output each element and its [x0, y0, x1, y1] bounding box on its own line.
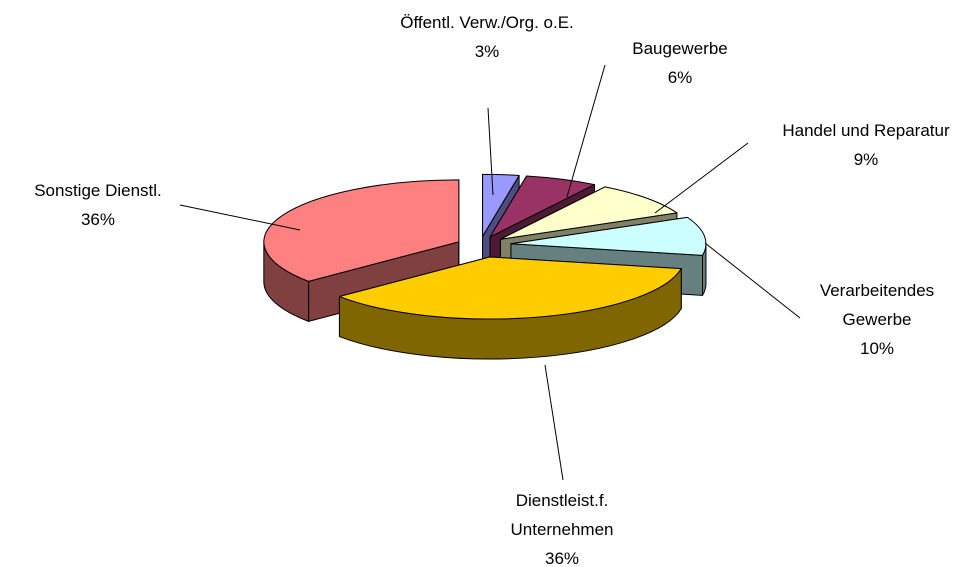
- slice: [338, 256, 682, 320]
- category-label: Öffentl. Verw./Org. o.E.: [400, 13, 574, 32]
- leader-line: [179, 204, 301, 231]
- slice: [263, 179, 460, 282]
- slice-label: Verarbeitendes Gewerbe 10%: [802, 276, 952, 363]
- category-label: Sonstige Dienstl.: [34, 181, 162, 200]
- value-label: 36%: [80, 210, 116, 229]
- value-label: 9%: [853, 150, 879, 169]
- slice: [482, 173, 520, 237]
- leader-line: [487, 107, 494, 196]
- leader-line: [654, 142, 749, 214]
- slice-label: Dienstleist.f. Unternehmen 36%: [492, 486, 632, 567]
- slice: [510, 216, 707, 256]
- slice-label: Sonstige Dienstl. 36%: [34, 176, 162, 234]
- leader-line: [566, 64, 606, 198]
- value-label: 3%: [474, 42, 500, 61]
- leader-line: [704, 242, 801, 319]
- slice: [499, 186, 678, 240]
- value-label: 6%: [667, 68, 693, 87]
- category-label: Dienstleist.f. Unternehmen: [510, 491, 614, 539]
- category-label: Verarbeitendes Gewerbe: [819, 281, 935, 329]
- leader-line: [544, 364, 564, 481]
- category-label: Handel und Reparatur: [782, 121, 950, 140]
- category-label: Baugewerbe: [632, 39, 728, 58]
- slice-label: Öffentl. Verw./Org. o.E. 3%: [392, 8, 582, 66]
- value-label: 36%: [544, 549, 580, 567]
- value-label: 10%: [859, 339, 895, 358]
- slice-label: Baugewerbe 6%: [632, 34, 727, 92]
- slice-label: Handel und Reparatur 9%: [782, 116, 949, 174]
